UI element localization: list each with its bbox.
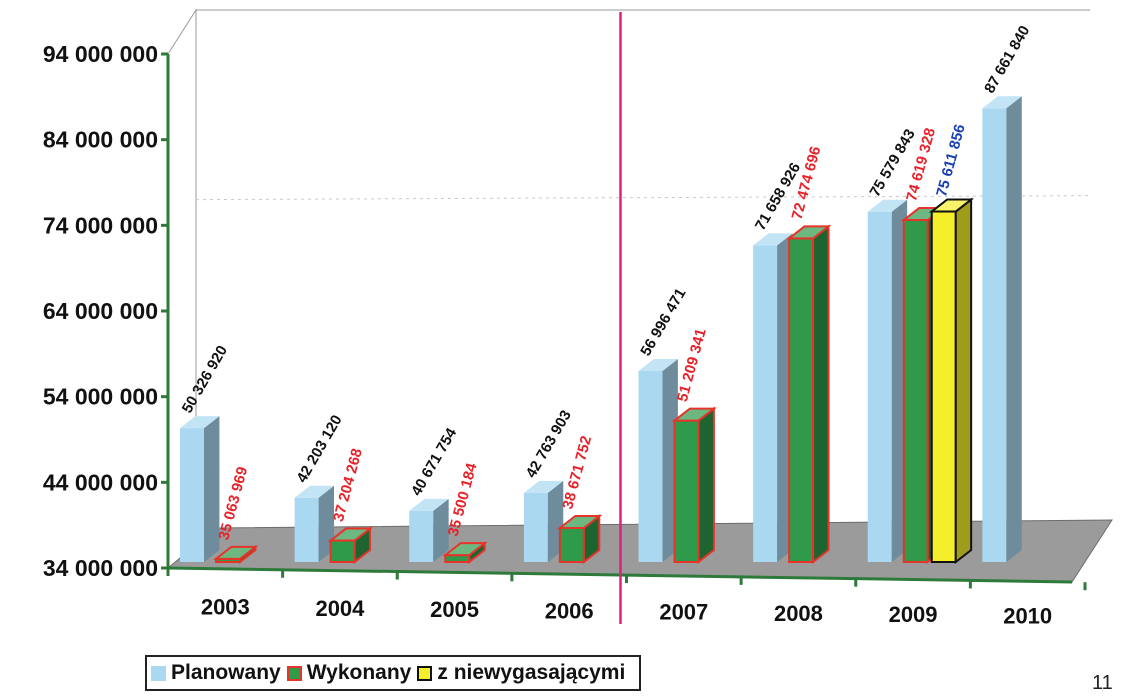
data-label-planowany: 87 661 840 [981,23,1033,97]
bar-wykonany-front [673,419,700,563]
bar-wykonany-top [786,225,832,240]
legend: Planowany Wykonany z niewygasającymi [145,655,642,691]
data-label-niewygasajace: 75 611 856 [933,122,969,198]
y-tick-label: 84 000 000 [43,127,158,153]
bar-planowany-side [204,416,220,562]
x-tick-label: 2007 [659,600,708,625]
bar-wykonany-side [697,406,715,565]
y-tick-label: 54 000 000 [43,384,158,410]
bar-planowany-top [180,416,220,429]
legend-label-wykonany: Wykonany [306,661,412,684]
data-label-wykonany: 38 671 752 [559,434,595,511]
bar-planowany-top [982,96,1022,109]
bar-niewygasajace-front [930,210,957,564]
legend-item-planowany: Planowany [151,661,281,685]
bar-wykonany-top [671,407,717,422]
bar-planowany-side [1006,96,1022,562]
bar-planowany-top [523,480,564,493]
data-label-planowany: 56 996 471 [637,285,689,359]
bar-planowany-front [294,497,319,562]
x-tick-label: 2006 [545,598,594,623]
legend-item-niewygasajace: z niewygasającymi [417,661,625,685]
bar-planowany-top [753,233,793,246]
bar-planowany-front [409,510,434,562]
y-tick-label: 94 000 000 [43,41,158,67]
y-tick-label: 74 000 000 [43,212,158,238]
bar-planowany-side [433,498,449,562]
bar-wykonany-front [558,526,585,563]
data-label-planowany: 42 763 903 [523,407,575,481]
bar-planowany-front [180,428,204,562]
bar-chart-3d: 34 000 000 44 000 000 54 000 000 64 000 000… [43,8,1113,629]
y-tick-label: 44 000 000 [43,469,158,495]
bar-wykonany-top [556,514,603,529]
y-tick-label: 64 000 000 [43,298,158,324]
bar-wykonany-top [327,527,373,542]
x-tick-label: 2003 [201,595,250,620]
bar-wykonany-front [444,554,471,564]
legend-swatch-wykonany [286,665,302,681]
bar-planowany-front [867,211,892,562]
bar-planowany-top [638,358,678,371]
bar-planowany-front [753,245,778,562]
x-tick-label: 2010 [1003,604,1052,629]
x-tick-label: 2005 [430,597,479,622]
bar-wykonany-top [213,545,259,560]
legend-swatch-planowany [151,665,166,681]
bar-planowany-front [523,492,548,562]
bar-planowany-top [867,199,908,212]
data-label-planowany: 40 671 754 [408,425,461,499]
data-label-planowany: 42 203 120 [293,412,345,486]
data-label-wykonany: 37 204 268 [330,447,366,524]
legend-label-planowany: Planowany [171,661,281,684]
page-number: 11 [1092,672,1113,694]
data-label-wykonany: 51 209 341 [674,327,710,404]
bar-planowany-top [409,498,449,511]
gridline-dotted [195,195,1091,201]
bar-wykonany-front [329,539,356,564]
bar-planowany-front [638,370,663,562]
bar-wykonany-side [812,224,830,565]
legend-item-wykonany: Wykonany [286,661,412,685]
bar-wykonany-front [902,219,929,563]
legend-swatch-niewygasajace [417,665,433,681]
y-tick-label: 34 000 000 [43,555,158,581]
bar-planowany-front [982,108,1007,562]
bar-planowany-top [294,485,335,498]
x-tick-label: 2008 [774,601,823,626]
bar-wykonany-front [788,237,815,563]
bar-niewygasajace-top [928,198,975,213]
x-tick-label: 2009 [889,602,938,627]
bar-wykonany-top [442,542,488,557]
legend-label-niewygasajace: z niewygasającymi [437,661,626,684]
x-tick-label: 2004 [315,596,365,621]
bar-niewygasajace-side [954,197,973,565]
